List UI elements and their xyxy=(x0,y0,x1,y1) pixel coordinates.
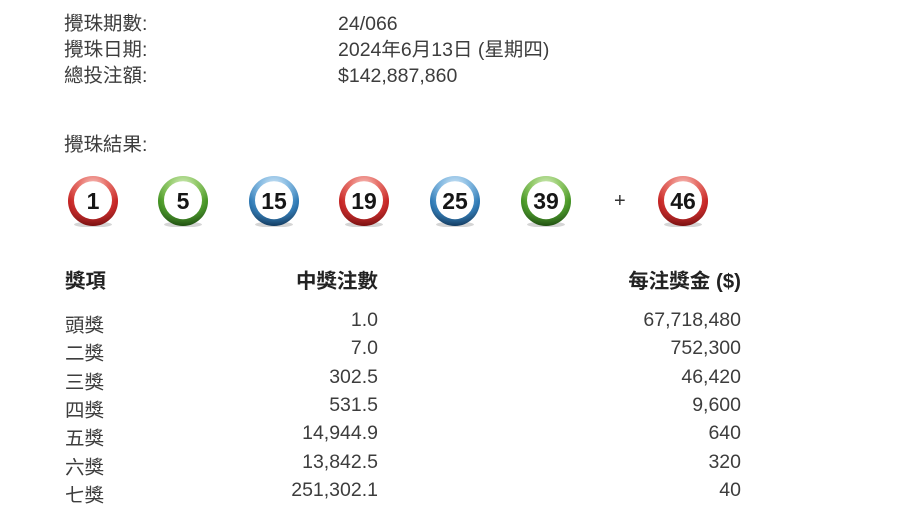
svg-text:39: 39 xyxy=(533,188,559,214)
svg-text:5: 5 xyxy=(176,188,189,214)
svg-text:15: 15 xyxy=(261,188,287,214)
svg-text:25: 25 xyxy=(442,188,468,214)
svg-text:19: 19 xyxy=(351,188,377,214)
svg-text:46: 46 xyxy=(670,188,696,214)
svg-text:1: 1 xyxy=(86,188,99,214)
